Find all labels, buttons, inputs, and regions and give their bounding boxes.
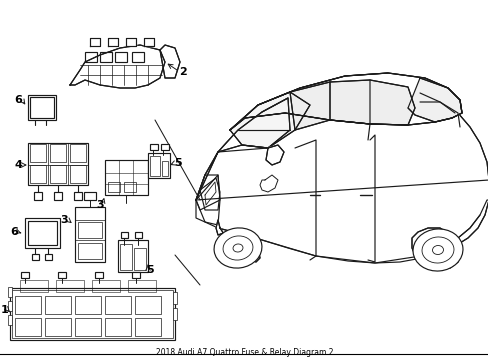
- Bar: [28, 143, 88, 185]
- Bar: [85, 52, 97, 62]
- Ellipse shape: [233, 244, 243, 252]
- Bar: [12, 290, 173, 338]
- Bar: [15, 318, 41, 336]
- Polygon shape: [160, 45, 180, 78]
- Bar: [132, 52, 143, 62]
- Bar: [135, 296, 161, 314]
- Bar: [150, 144, 158, 150]
- Ellipse shape: [223, 236, 252, 260]
- Bar: [70, 165, 86, 183]
- Ellipse shape: [412, 229, 462, 271]
- Bar: [108, 182, 120, 192]
- Bar: [15, 296, 41, 314]
- Bar: [150, 156, 160, 176]
- Polygon shape: [407, 78, 461, 122]
- Bar: [70, 144, 86, 162]
- Polygon shape: [143, 38, 154, 46]
- Text: 4: 4: [14, 160, 22, 170]
- Bar: [28, 95, 56, 120]
- Bar: [32, 254, 39, 260]
- Bar: [95, 272, 103, 278]
- Bar: [148, 153, 170, 178]
- Bar: [173, 308, 177, 320]
- Bar: [45, 318, 71, 336]
- Text: 5: 5: [146, 265, 154, 275]
- Bar: [120, 244, 132, 270]
- Bar: [34, 192, 42, 200]
- Bar: [28, 221, 57, 245]
- Bar: [58, 272, 66, 278]
- Bar: [45, 296, 71, 314]
- Bar: [54, 192, 62, 200]
- Bar: [30, 97, 54, 118]
- Bar: [25, 218, 60, 248]
- Bar: [50, 144, 66, 162]
- Bar: [75, 296, 101, 314]
- Bar: [105, 160, 148, 195]
- Bar: [161, 144, 169, 150]
- Bar: [118, 240, 148, 272]
- Bar: [78, 243, 102, 259]
- Bar: [128, 280, 156, 292]
- Bar: [8, 287, 12, 297]
- Bar: [8, 315, 12, 325]
- Text: 5: 5: [174, 158, 182, 168]
- Text: 6: 6: [14, 95, 22, 105]
- Bar: [75, 318, 101, 336]
- Polygon shape: [108, 38, 118, 46]
- Bar: [105, 318, 131, 336]
- Bar: [20, 280, 48, 292]
- Text: 3: 3: [96, 200, 103, 210]
- Bar: [45, 254, 52, 260]
- Bar: [8, 301, 12, 311]
- Bar: [135, 232, 142, 238]
- Polygon shape: [70, 45, 164, 88]
- Polygon shape: [411, 228, 459, 268]
- Bar: [105, 296, 131, 314]
- Bar: [162, 161, 168, 176]
- Polygon shape: [229, 92, 309, 148]
- Polygon shape: [90, 38, 100, 46]
- Ellipse shape: [421, 237, 453, 263]
- Bar: [135, 318, 161, 336]
- Polygon shape: [216, 220, 260, 262]
- Bar: [78, 222, 102, 238]
- Bar: [84, 192, 96, 200]
- Text: 3: 3: [60, 215, 68, 225]
- Bar: [30, 144, 46, 162]
- Text: 6: 6: [10, 227, 18, 237]
- Bar: [56, 280, 84, 292]
- Bar: [21, 272, 29, 278]
- Bar: [75, 207, 105, 262]
- Bar: [100, 52, 112, 62]
- Bar: [10, 288, 175, 340]
- Polygon shape: [196, 98, 289, 200]
- Bar: [134, 248, 146, 270]
- Bar: [121, 232, 128, 238]
- Polygon shape: [196, 82, 488, 200]
- Ellipse shape: [431, 246, 443, 255]
- Bar: [92, 280, 120, 292]
- Bar: [132, 272, 140, 278]
- Polygon shape: [126, 38, 136, 46]
- Bar: [173, 292, 177, 304]
- Polygon shape: [289, 80, 414, 130]
- Bar: [50, 165, 66, 183]
- Bar: [74, 192, 82, 200]
- Polygon shape: [229, 73, 461, 130]
- Text: 2018 Audi A7 Quattro Fuse & Relay Diagram 2: 2018 Audi A7 Quattro Fuse & Relay Diagra…: [156, 348, 332, 357]
- Bar: [30, 165, 46, 183]
- Text: 1: 1: [1, 305, 9, 315]
- Polygon shape: [265, 145, 284, 165]
- Bar: [115, 52, 127, 62]
- Ellipse shape: [214, 228, 262, 268]
- Bar: [124, 182, 136, 192]
- Text: 2: 2: [179, 67, 186, 77]
